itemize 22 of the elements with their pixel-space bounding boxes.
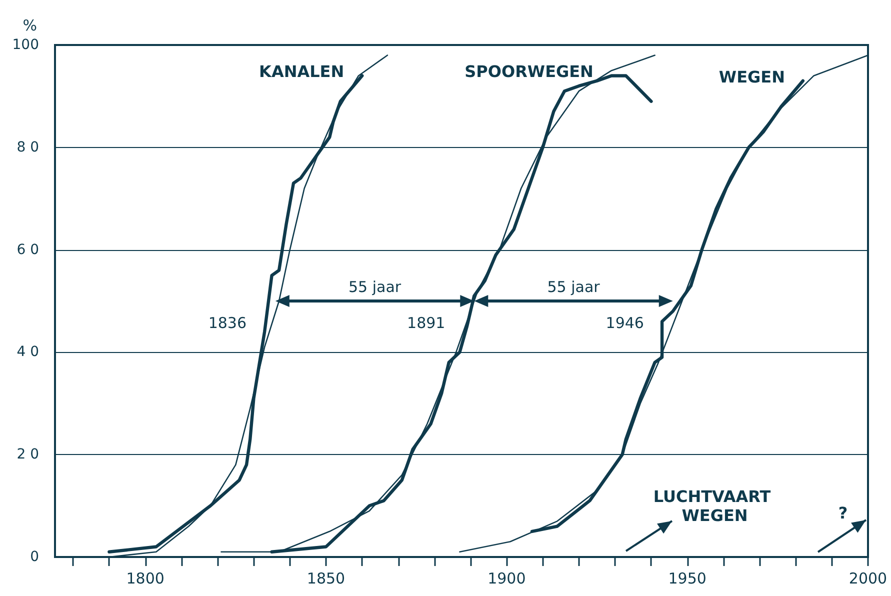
x-tick-label: 1800 [126, 570, 164, 588]
y-axis-title: % [22, 16, 37, 34]
y-tick-label: 6 0 [16, 242, 39, 258]
y-tick-label: 8 0 [16, 139, 39, 156]
series-label: SPOORWEGEN [464, 62, 594, 82]
x-tick-label: 2000 [848, 570, 888, 588]
annotation: 55 jaar [547, 278, 601, 296]
x-tick-label: 1900 [488, 570, 526, 588]
annotation: 55 jaar [348, 278, 402, 296]
annotation: LUCHTVAART WEGEN [653, 487, 771, 525]
annotation: ? [838, 504, 848, 522]
x-tick-label: 1950 [668, 570, 706, 588]
y-tick-label: 100 [12, 37, 39, 53]
y-tick-label: 0 [30, 549, 39, 565]
y-tick-label: 4 0 [16, 344, 39, 360]
annotation: 1891 [407, 314, 446, 332]
y-tick-label: 2 0 [16, 446, 39, 463]
x-tick-label: 1850 [306, 570, 346, 588]
series-label: KANALEN [259, 62, 344, 82]
series-label: WEGEN [718, 67, 785, 86]
annotation: 1946 [606, 314, 644, 332]
annotation: 1836 [208, 314, 247, 332]
